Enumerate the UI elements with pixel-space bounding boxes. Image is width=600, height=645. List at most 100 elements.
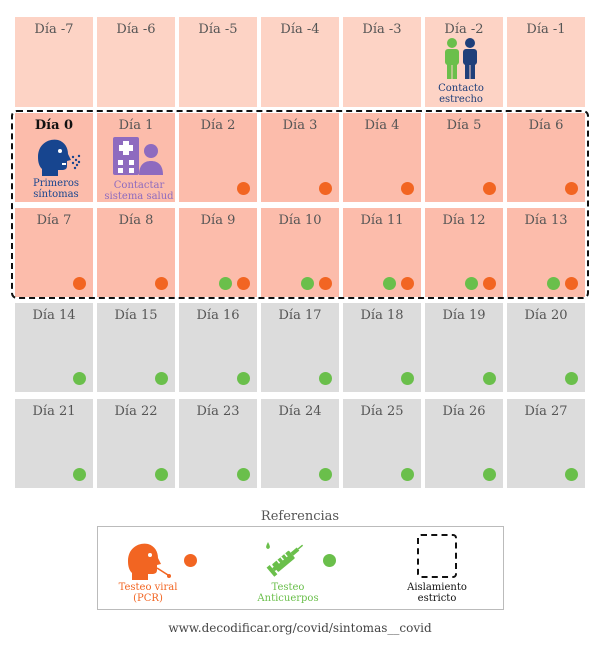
day-cell: Día -6	[97, 17, 175, 107]
day-label: Día 0	[34, 118, 74, 133]
day-label: Día 5	[446, 118, 482, 133]
day-cell: Día 0	[15, 113, 93, 202]
pcr-test-dot	[319, 277, 332, 290]
day-label: Día -7	[34, 22, 74, 37]
legend-title: Referencias	[260, 509, 340, 524]
antibody-test-dot	[565, 468, 578, 481]
day-label: Día 10	[278, 213, 322, 228]
day-label: Día -6	[116, 22, 156, 37]
day-label: Día -3	[362, 22, 402, 37]
day-cell: Día 11	[343, 208, 421, 297]
day-cell: Día 3	[261, 113, 339, 202]
isolation-legend-line1: Aislamiento	[407, 582, 467, 593]
day-label: Día 27	[524, 404, 568, 419]
pcr-test-dot	[565, 277, 578, 290]
day-cell: Día 19	[425, 303, 503, 392]
antibody-test-dot	[219, 277, 232, 290]
day-cell: Día 15	[97, 303, 175, 392]
pcr-test-dot	[401, 277, 414, 290]
day-cell: Día 16	[179, 303, 257, 392]
people-icon	[445, 38, 477, 79]
day-cell: Día -7	[15, 17, 93, 107]
pcr-legend-dot	[184, 554, 197, 567]
pcr-test-dot	[155, 277, 168, 290]
day-cell: Día 6	[507, 113, 585, 202]
day-label: Día 20	[524, 308, 568, 323]
pcr-test-dot	[565, 182, 578, 195]
pcr-test-dot	[73, 277, 86, 290]
person-icon	[144, 144, 158, 158]
hospital-icon	[113, 137, 163, 175]
antibody-test-dot	[237, 468, 250, 481]
pcr-test-dot	[401, 182, 414, 195]
day-label: Día 25	[360, 404, 404, 419]
day-cell: Día 17	[261, 303, 339, 392]
contact-caption-line2: estrecho	[439, 94, 483, 105]
legend-box	[97, 526, 504, 610]
day-label: Día 8	[118, 213, 154, 228]
day-cell: Día 8	[97, 208, 175, 297]
day-label: Día 3	[282, 118, 318, 133]
pcr-legend-label: Testeo viral (PCR)	[104, 582, 192, 604]
day-label: Día -1	[526, 22, 566, 37]
day-cell: Día 20	[507, 303, 585, 392]
day-label: Día 2	[200, 118, 236, 133]
day-cell: Día -1	[507, 17, 585, 107]
day-cell: Día 5	[425, 113, 503, 202]
day-cell: Día 7	[15, 208, 93, 297]
day-cell: Día 10	[261, 208, 339, 297]
day-label: Día 4	[364, 118, 400, 133]
pcr-test-dot	[319, 182, 332, 195]
day-label: Día 6	[528, 118, 564, 133]
isolation-legend-line2: estricto	[417, 593, 457, 604]
antibody-test-dot	[155, 372, 168, 385]
antibody-legend-line1: Testeo	[271, 582, 305, 593]
day-cell: Día 27	[507, 399, 585, 488]
antibody-test-dot	[73, 468, 86, 481]
day-cell: Día 25	[343, 399, 421, 488]
day-label: Día 17	[278, 308, 322, 323]
day-cell: Día 18	[343, 303, 421, 392]
contact-caption-line1: Contacto	[438, 83, 484, 94]
antibody-legend-line2: Anticuerpos	[257, 593, 319, 604]
day-cell: Día 23	[179, 399, 257, 488]
symptoms-caption-line2: síntomas	[33, 189, 79, 200]
day-label: Día 1	[118, 118, 154, 133]
symptoms-caption-line1: Primeros	[32, 178, 80, 189]
day-label: Día -4	[280, 22, 320, 37]
pcr-test-dot	[237, 277, 250, 290]
antibody-test-dot	[565, 372, 578, 385]
day-cell: Día 14	[15, 303, 93, 392]
day-label: Día 18	[360, 308, 404, 323]
day-cell: Día 12	[425, 208, 503, 297]
day-cell: Día 22	[97, 399, 175, 488]
day-label: Día 22	[114, 404, 158, 419]
day-label: Día -2	[444, 22, 484, 37]
health-caption: Contactar sistema salud	[96, 180, 182, 202]
antibody-test-dot	[483, 468, 496, 481]
antibody-test-dot	[401, 468, 414, 481]
day-cell: Día -5	[179, 17, 257, 107]
day-label: Día 13	[524, 213, 568, 228]
pcr-legend-line1: Testeo viral	[118, 582, 178, 593]
isolation-legend-swatch	[417, 534, 457, 578]
antibody-test-dot	[483, 372, 496, 385]
antibody-test-dot	[401, 372, 414, 385]
day-label: Día 15	[114, 308, 158, 323]
day-label: Día 7	[36, 213, 72, 228]
day-cell: Día 9	[179, 208, 257, 297]
footer-url[interactable]: www.decodificar.org/covid/sintomas__covi…	[168, 621, 432, 635]
antibody-test-dot	[301, 277, 314, 290]
day-cell: Día 21	[15, 399, 93, 488]
day-cell: Día 2	[179, 113, 257, 202]
pcr-legend-line2: (PCR)	[133, 593, 163, 604]
antibody-test-dot	[155, 468, 168, 481]
antibody-legend-label: Testeo Anticuerpos	[244, 582, 332, 604]
pcr-test-dot	[483, 277, 496, 290]
day-label: Día 26	[442, 404, 486, 419]
head-swab-icon	[128, 543, 171, 580]
day-label: Día 12	[442, 213, 486, 228]
day-label: Día 21	[32, 404, 76, 419]
antibody-test-dot	[237, 372, 250, 385]
health-caption-line2: sistema salud	[104, 191, 174, 202]
